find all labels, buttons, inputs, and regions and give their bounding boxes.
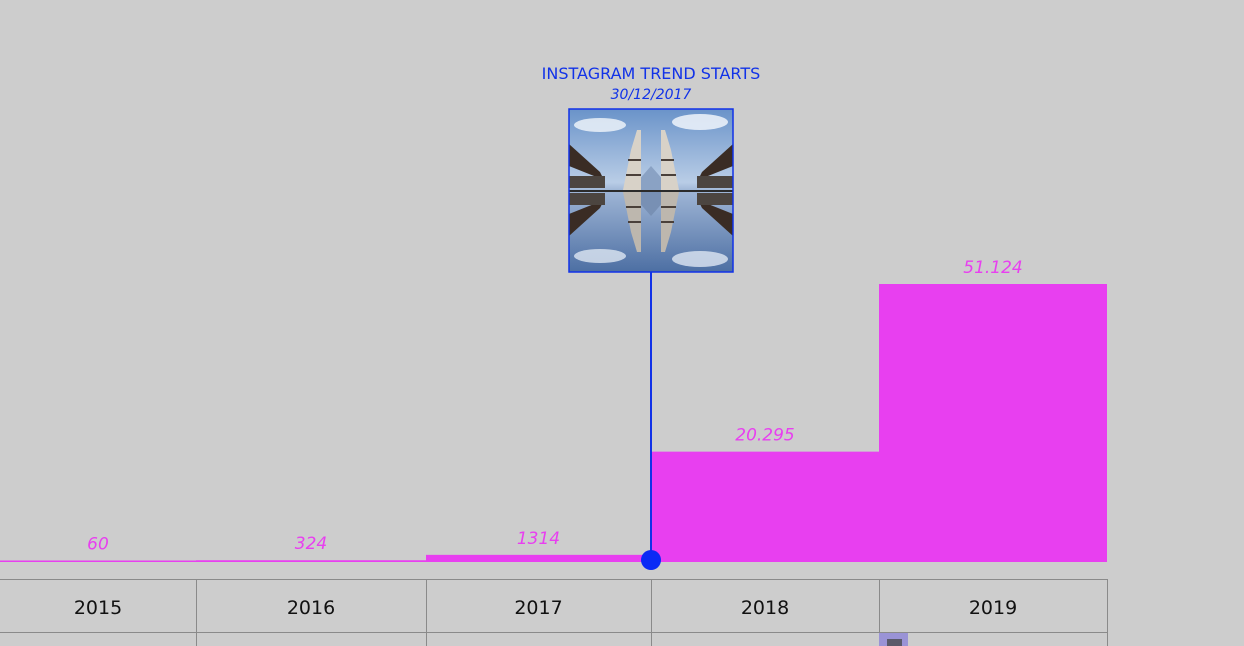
bar-value-label-2015: 60 <box>87 535 109 555</box>
annotation-title: INSTAGRAM TREND STARTS <box>542 64 761 83</box>
bar-2015 <box>0 560 196 562</box>
x-axis-labels: 2015 2016 2017 2018 2019 <box>74 597 1017 619</box>
x-tick-label-2015: 2015 <box>74 597 122 619</box>
x-tick-label-2018: 2018 <box>741 597 789 619</box>
value-labels-layer: 60 324 1314 20.295 51.124 <box>87 258 1023 555</box>
x-tick-label-2019: 2019 <box>969 597 1017 619</box>
bars-layer <box>0 284 1107 562</box>
bar-value-label-2017: 1314 <box>517 529 560 549</box>
annotation-marker: INSTAGRAM TREND STARTS 30/12/2017 <box>542 64 761 570</box>
x-axis-table <box>0 579 1108 646</box>
bar-value-label-2016: 324 <box>295 534 327 554</box>
annotation-date: 30/12/2017 <box>611 87 692 103</box>
x-tick-label-2017: 2017 <box>514 597 562 619</box>
bar-value-label-2018: 20.295 <box>735 426 794 446</box>
partial-row-marker-inner <box>887 639 902 646</box>
bar-2018 <box>651 451 879 562</box>
bar-value-label-2019: 51.124 <box>963 258 1022 278</box>
x-tick-label-2016: 2016 <box>287 597 335 619</box>
bar-2019 <box>879 284 1107 562</box>
bar-2017 <box>426 554 651 562</box>
annotation-dot <box>641 550 661 570</box>
bar-2016 <box>196 560 426 562</box>
temple-gate-reflection-photo <box>569 109 733 272</box>
